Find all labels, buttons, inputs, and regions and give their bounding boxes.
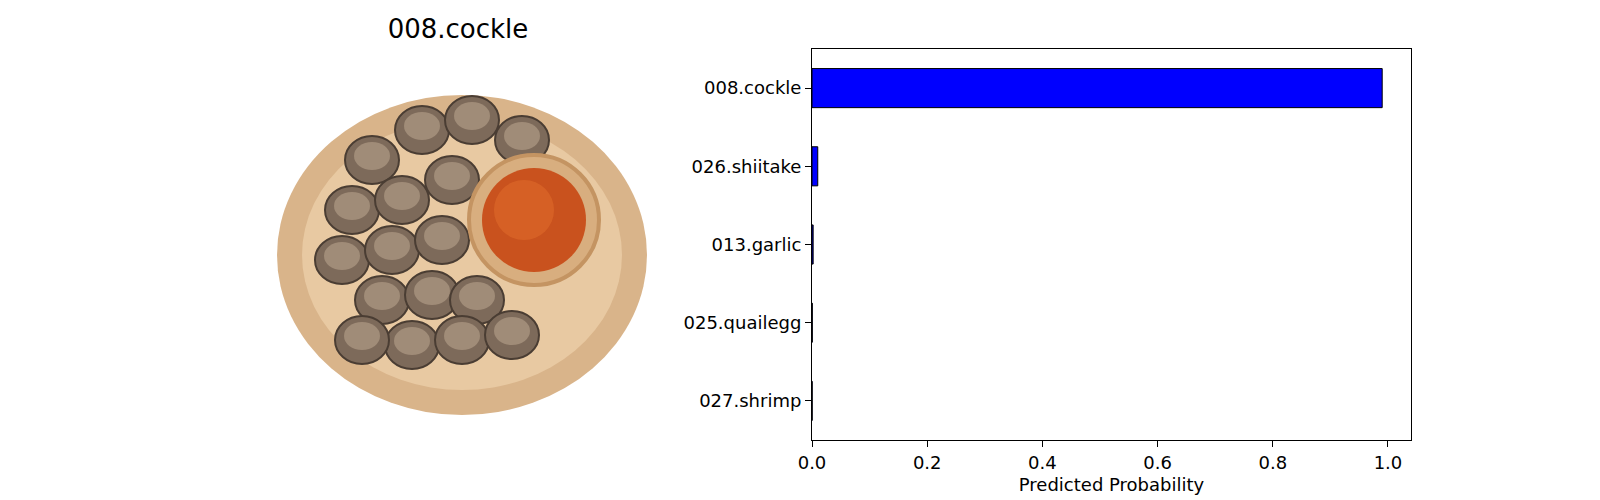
html-text:008.cockle: 008.cockle bbox=[387, 14, 529, 44]
svg-text:025.quailegg: 025.quailegg bbox=[684, 312, 802, 333]
svg-text:0.4: 0.4 bbox=[1028, 452, 1057, 473]
svg-text:0.0: 0.0 bbox=[798, 452, 827, 473]
svg-text:0.6: 0.6 bbox=[1143, 452, 1172, 473]
svg-text:026.shiitake: 026.shiitake bbox=[692, 156, 802, 177]
svg-text:1.0: 1.0 bbox=[1374, 452, 1403, 473]
svg-text:0.8: 0.8 bbox=[1258, 452, 1287, 473]
svg-text:008.cockle: 008.cockle bbox=[704, 77, 801, 98]
svg-text:0.2: 0.2 bbox=[913, 452, 942, 473]
svg-text:013.garlic: 013.garlic bbox=[712, 234, 802, 255]
svg-text:027.shrimp: 027.shrimp bbox=[699, 390, 801, 411]
svg-text:Predicted Probability: Predicted Probability bbox=[1019, 474, 1205, 495]
